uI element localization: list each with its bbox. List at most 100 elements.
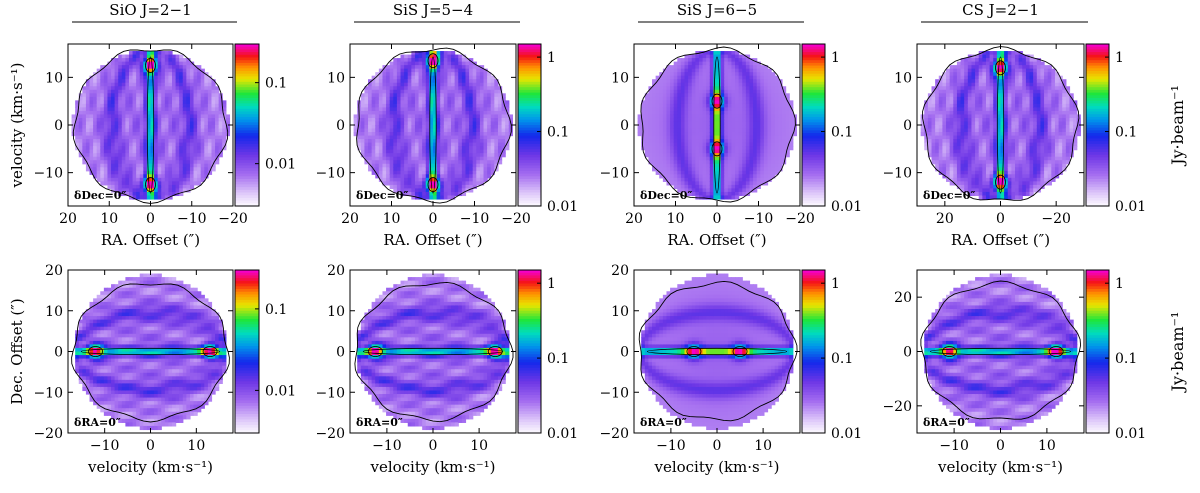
emission-cell [407,82,412,87]
emission-cell [96,135,101,140]
emission-cell [938,103,944,108]
emission-cell [78,110,83,116]
emission-cell [186,156,191,161]
emission-cell [179,110,184,116]
emission-cell [745,142,751,147]
emission-cell [742,135,747,140]
emission-cell [684,181,689,186]
emission-cell [443,174,449,179]
emission-cell [172,149,177,154]
emission-cell [920,125,925,130]
emission-cell [727,188,733,193]
emission-cell [368,103,373,108]
emission-cell [698,184,704,189]
emission-cell [396,142,402,147]
emission-cell [118,128,123,133]
emission-cell [724,139,729,144]
emission-cell [946,146,951,151]
emission-cell [465,156,470,161]
emission-cell [82,89,87,94]
emission-cell [469,103,474,108]
emission-cell [662,93,668,98]
emission-cell [724,110,729,116]
emission-cell [114,135,119,140]
emission-cell [193,75,198,80]
emission-cell [648,103,653,108]
emission-cell [414,121,420,126]
emission-cell [186,89,191,94]
emission-cell [429,142,434,147]
emission-cell [433,149,438,154]
emission-cell [465,65,470,70]
emission-cell [673,68,678,73]
emission-cell [956,142,962,147]
emission-cell [93,163,98,168]
emission-cell [157,191,162,197]
emission-cell [451,89,456,94]
emission-cell [414,128,420,133]
emission-cell [172,110,177,116]
emission-cell [418,184,423,189]
emission-cell [443,167,449,172]
emission-cell [673,181,678,186]
emission-cell [494,110,499,116]
emission-cell [429,191,434,197]
emission-cell [483,153,488,158]
emission-cell [666,156,671,161]
colorbar-step [235,44,259,48]
emission-cell [118,125,123,130]
emission-cell [745,177,751,182]
emission-cell [946,114,951,119]
emission-cell [960,117,965,123]
emission-cell [222,139,227,144]
emission-cell [738,82,743,87]
emission-cell [400,153,405,158]
emission-cell [763,170,769,175]
emission-cell [204,146,209,151]
emission-cell [727,174,733,179]
colorbar-step [518,157,541,161]
emission-cell [688,149,693,154]
emission-cell [107,107,112,112]
emission-cell [677,93,682,98]
emission-cell [738,107,743,112]
emission-cell [749,181,754,186]
emission-cell [161,89,166,94]
emission-cell [389,86,394,91]
emission-cell [490,153,495,158]
emission-cell [425,75,430,80]
emission-cell [483,79,488,84]
emission-cell [128,146,134,151]
emission-cell [677,110,682,116]
emission-cell [454,174,459,179]
emission-cell [360,142,366,147]
emission-cell [684,96,689,101]
emission-cell [128,100,134,105]
emission-cell [637,114,642,119]
emission-cell [128,117,134,123]
colorbar-step [802,71,825,75]
emission-cell [100,103,105,108]
emission-cell [688,79,693,84]
emission-cell [182,153,187,158]
emission-cell [404,72,409,77]
emission-cell [666,174,671,179]
emission-cell [742,114,747,119]
emission-cell [713,132,718,137]
emission-cell [96,160,101,165]
emission-cell [85,114,91,119]
emission-map [920,51,1081,200]
emission-cell [157,170,162,175]
emission-cell [161,181,166,186]
emission-cell [458,93,463,98]
emission-cell [218,93,223,98]
emission-cell [749,93,754,98]
emission-cell [753,153,758,158]
emission-cell [771,146,776,151]
emission-cell [85,103,91,108]
emission-cell [717,132,722,137]
emission-cell [680,149,686,154]
peak-contour [711,93,723,109]
emission-cell [118,100,123,105]
emission-cell [949,72,954,77]
